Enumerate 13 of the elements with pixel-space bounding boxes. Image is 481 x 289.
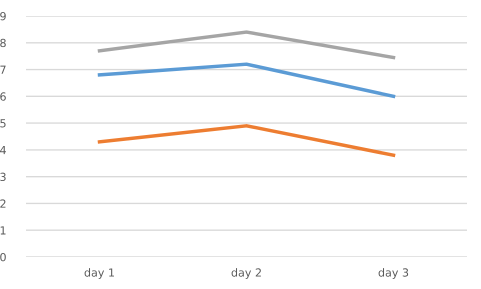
y-tick-label: 1 bbox=[0, 226, 6, 234]
y-tick-label: 5 bbox=[0, 119, 6, 128]
y-tick-label: 2 bbox=[0, 199, 6, 208]
y-tick-label: 3 bbox=[0, 172, 6, 182]
y-tick-label: 4 bbox=[0, 146, 6, 154]
y-tick-label: 0 bbox=[0, 252, 6, 262]
y-tick-label: 8 bbox=[0, 38, 6, 48]
y-tick-label: 7 bbox=[0, 66, 6, 74]
x-tick-label: day 2 bbox=[232, 268, 261, 279]
x-tick-label: day 1 bbox=[84, 268, 114, 279]
y-tick-label: 9 bbox=[0, 12, 6, 20]
x-tick-label: day 3 bbox=[378, 268, 408, 279]
y-tick-label: 6 bbox=[0, 92, 6, 101]
